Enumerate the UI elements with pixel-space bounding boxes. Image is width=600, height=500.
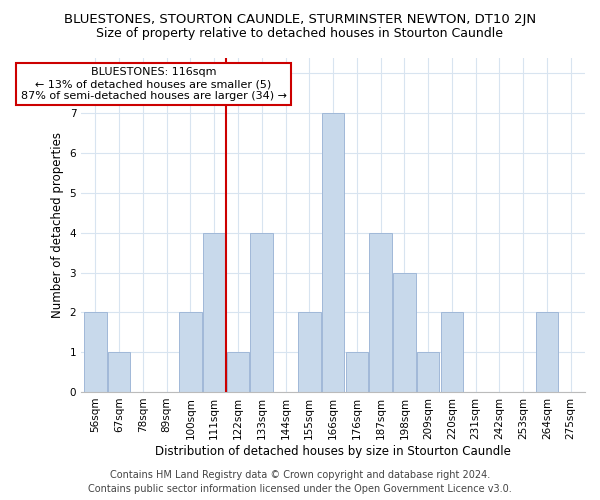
Bar <box>179 312 202 392</box>
Bar <box>393 272 416 392</box>
Bar <box>322 113 344 392</box>
Bar <box>203 232 226 392</box>
Bar <box>417 352 439 392</box>
Bar <box>536 312 558 392</box>
Text: BLUESTONES, STOURTON CAUNDLE, STURMINSTER NEWTON, DT10 2JN: BLUESTONES, STOURTON CAUNDLE, STURMINSTE… <box>64 12 536 26</box>
Text: Contains HM Land Registry data © Crown copyright and database right 2024.
Contai: Contains HM Land Registry data © Crown c… <box>88 470 512 494</box>
Bar <box>346 352 368 392</box>
Bar <box>108 352 130 392</box>
Bar <box>440 312 463 392</box>
Y-axis label: Number of detached properties: Number of detached properties <box>51 132 64 318</box>
Bar <box>84 312 107 392</box>
Bar <box>227 352 249 392</box>
Text: BLUESTONES: 116sqm
← 13% of detached houses are smaller (5)
87% of semi-detached: BLUESTONES: 116sqm ← 13% of detached hou… <box>20 68 287 100</box>
Bar <box>250 232 273 392</box>
Bar <box>298 312 320 392</box>
Bar <box>369 232 392 392</box>
X-axis label: Distribution of detached houses by size in Stourton Caundle: Distribution of detached houses by size … <box>155 444 511 458</box>
Text: Size of property relative to detached houses in Stourton Caundle: Size of property relative to detached ho… <box>97 28 503 40</box>
